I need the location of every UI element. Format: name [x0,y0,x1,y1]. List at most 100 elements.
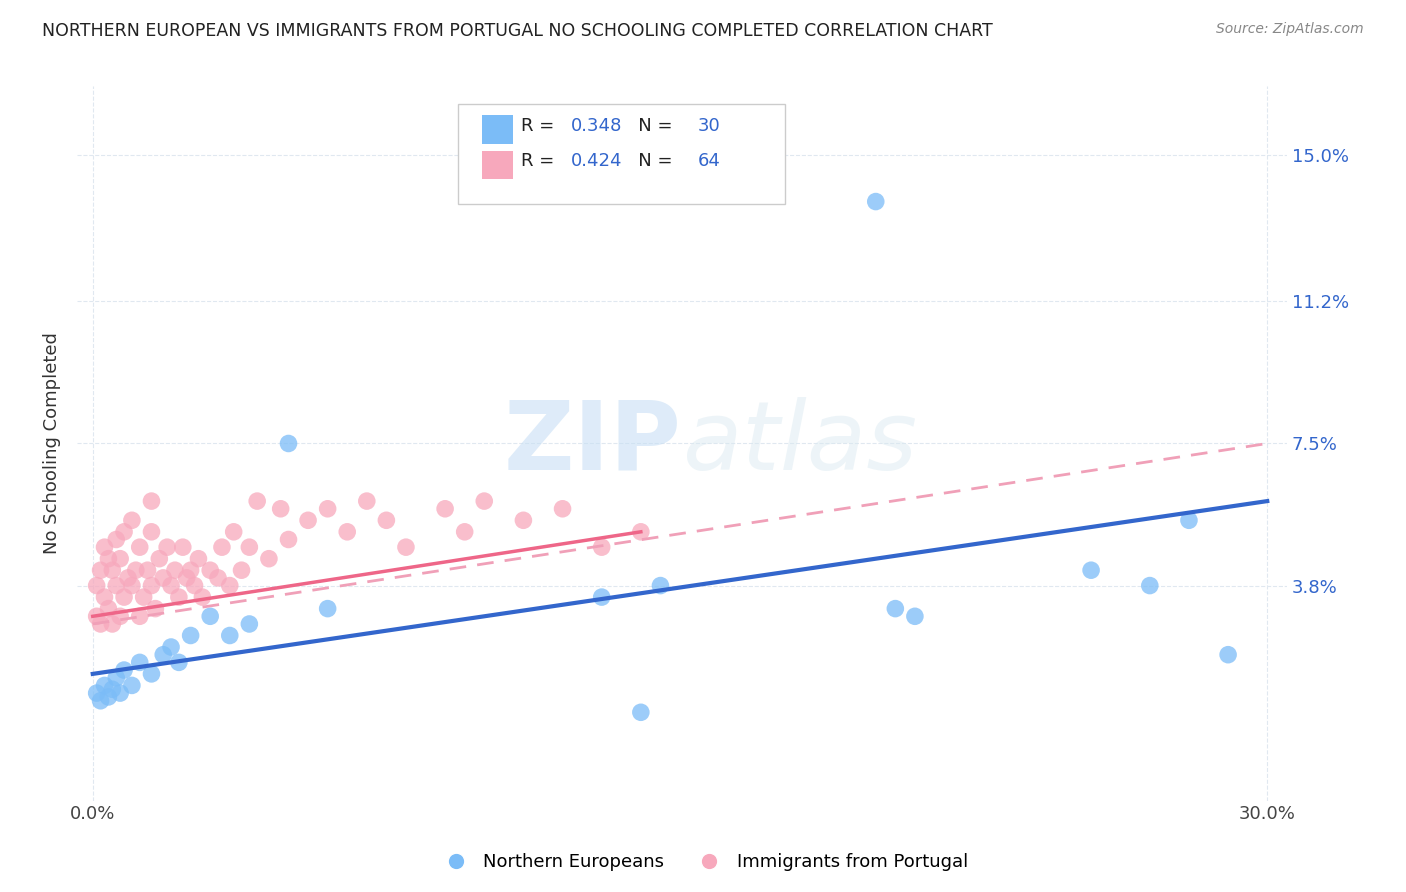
Point [97,601,120,615]
Point [86,686,108,700]
Point [141,578,163,592]
Point [238,540,260,554]
Point [904,609,927,624]
Point [630,706,652,720]
Point [101,617,124,632]
Point [112,524,135,539]
Point [93,678,115,692]
Point [112,663,135,677]
Point [152,648,174,662]
Point [650,578,672,592]
Point [152,571,174,585]
Point [148,551,170,566]
Point [591,540,613,554]
Point [191,590,214,604]
Point [97,551,120,566]
Point [128,540,150,554]
Point [218,578,240,592]
Point [246,494,269,508]
Point [97,690,120,704]
Point [277,436,299,450]
Point [128,609,150,624]
Point [453,524,475,539]
Point [1216,648,1239,662]
Point [121,678,143,692]
Point [141,524,163,539]
Point [211,540,233,554]
Text: 64: 64 [697,153,720,170]
Point [163,563,186,577]
Point [172,540,194,554]
Point [316,501,339,516]
Point [200,609,222,624]
Point [105,578,128,592]
Point [90,563,112,577]
Point [180,628,202,642]
Point [207,571,229,585]
Point [132,590,155,604]
Point [222,524,245,539]
Point [395,540,418,554]
Point [336,524,359,539]
Point [865,194,887,209]
Point [101,563,124,577]
FancyBboxPatch shape [482,151,513,179]
Point [316,601,339,615]
Point [512,513,534,527]
Point [238,617,260,632]
Text: NORTHERN EUROPEAN VS IMMIGRANTS FROM PORTUGAL NO SCHOOLING COMPLETED CORRELATION: NORTHERN EUROPEAN VS IMMIGRANTS FROM POR… [42,22,993,40]
Point [121,513,143,527]
Point [105,671,128,685]
Point [108,551,131,566]
Legend: Northern Europeans, Immigrants from Portugal: Northern Europeans, Immigrants from Port… [432,847,974,879]
Text: 0.424: 0.424 [571,153,623,170]
Point [630,524,652,539]
Point [93,590,115,604]
Point [257,551,280,566]
Point [176,571,198,585]
Text: 0.348: 0.348 [571,117,621,135]
Point [160,578,183,592]
Point [1139,578,1161,592]
Point [90,617,112,632]
Point [167,656,190,670]
Point [108,609,131,624]
Point [472,494,495,508]
Point [180,563,202,577]
Point [183,578,205,592]
Point [112,590,135,604]
Point [591,590,613,604]
Point [167,590,190,604]
Point [156,540,179,554]
Text: R =: R = [522,153,560,170]
Point [90,694,112,708]
Point [884,601,907,615]
Point [1178,513,1201,527]
Point [125,563,148,577]
Point [86,609,108,624]
Text: ZIP: ZIP [505,397,682,490]
FancyBboxPatch shape [458,104,785,204]
Text: N =: N = [621,117,679,135]
Point [1080,563,1102,577]
Point [187,551,209,566]
Text: atlas: atlas [682,397,917,490]
Point [93,540,115,554]
Point [105,533,128,547]
Point [117,571,139,585]
Point [128,656,150,670]
Point [356,494,378,508]
Text: R =: R = [522,117,560,135]
Text: 30: 30 [697,117,720,135]
Point [231,563,253,577]
Y-axis label: No Schooling Completed: No Schooling Completed [44,333,60,555]
Point [136,563,159,577]
Point [218,628,240,642]
Point [86,578,108,592]
Point [434,501,457,516]
Point [121,578,143,592]
FancyBboxPatch shape [482,115,513,144]
Point [277,533,299,547]
Point [160,640,183,654]
Point [141,666,163,681]
